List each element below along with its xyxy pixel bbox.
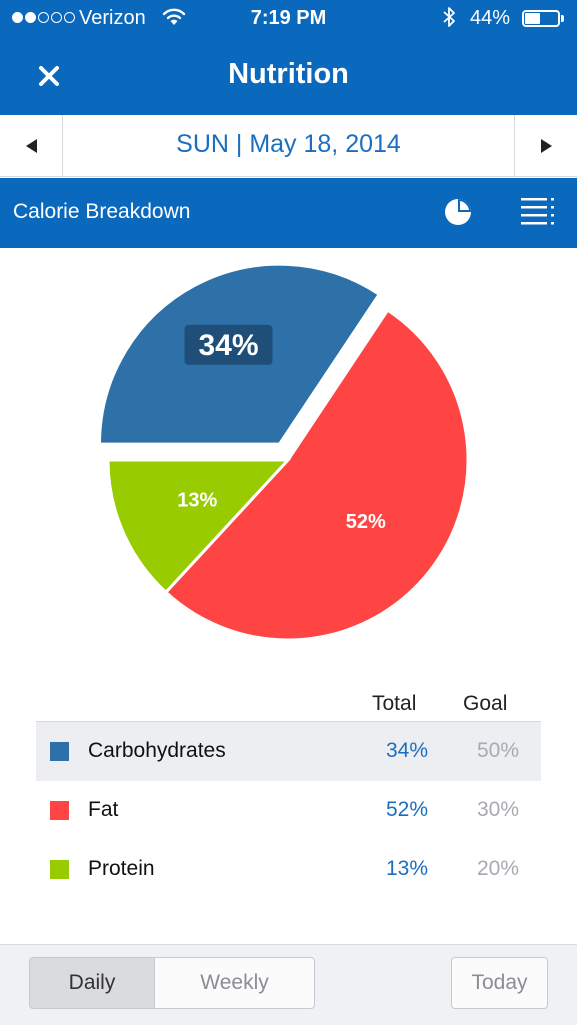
- pie-view-button[interactable]: [440, 194, 476, 230]
- table-row-carbohydrates[interactable]: Carbohydrates 34% 50%: [36, 722, 541, 781]
- pie-label-protein: 13%: [177, 490, 217, 512]
- section-title: Calorie Breakdown: [13, 200, 191, 223]
- table-row-protein[interactable]: Protein 13% 20%: [36, 840, 541, 899]
- column-header-goal: Goal: [463, 692, 508, 715]
- pie-label-fat: 52%: [346, 511, 386, 533]
- table-divider: [36, 721, 541, 722]
- daily-segment-button[interactable]: Daily: [29, 957, 155, 1009]
- list-icon: [521, 198, 554, 225]
- bluetooth-icon: [442, 5, 456, 35]
- battery-percent: 44%: [470, 7, 511, 29]
- row-goal: 30%: [477, 798, 520, 821]
- carbohydrates-swatch: [50, 742, 69, 761]
- pie-slice-protein[interactable]: [106, 458, 292, 595]
- pie-chart-icon: [445, 199, 471, 225]
- column-header-total: Total: [372, 692, 417, 715]
- row-label: Fat: [88, 798, 119, 821]
- current-date[interactable]: SUN | May 18, 2014: [176, 130, 401, 158]
- battery-icon: [522, 10, 560, 27]
- row-total: 13%: [386, 857, 429, 880]
- signal-strength-icon: [12, 12, 75, 23]
- row-goal: 20%: [477, 857, 520, 880]
- close-icon: [39, 66, 59, 86]
- page-title: Nutrition: [228, 58, 349, 90]
- pie-slice-fat[interactable]: [163, 308, 470, 642]
- previous-day-button[interactable]: [0, 115, 63, 176]
- weekly-segment-button[interactable]: Weekly: [154, 957, 315, 1009]
- top-bar: Verizon 7:19 PM 44% Nutrition: [0, 0, 577, 115]
- status-bar: Verizon 7:19 PM 44%: [0, 0, 577, 38]
- clock: 7:19 PM: [250, 7, 327, 29]
- row-label: Protein: [88, 857, 155, 880]
- table-row-fat[interactable]: Fat 52% 30%: [36, 781, 541, 840]
- row-label: Carbohydrates: [88, 739, 226, 762]
- close-button[interactable]: [28, 55, 70, 97]
- section-header: Calorie Breakdown: [0, 178, 577, 248]
- row-total: 34%: [386, 739, 429, 762]
- triangle-right-icon: [540, 138, 552, 153]
- row-total: 52%: [386, 798, 429, 821]
- row-goal: 50%: [477, 739, 520, 762]
- calorie-pie-chart: 34% 52% 13%: [97, 262, 470, 642]
- list-view-button[interactable]: [518, 194, 558, 230]
- date-navigator: SUN | May 18, 2014: [0, 115, 577, 177]
- protein-swatch: [50, 860, 69, 879]
- next-day-button[interactable]: [514, 115, 577, 176]
- fat-swatch: [50, 801, 69, 820]
- pie-label-badge: [184, 324, 273, 365]
- battery-tip: [561, 15, 564, 22]
- wifi-icon: [162, 7, 186, 33]
- today-button[interactable]: Today: [451, 957, 548, 1009]
- triangle-left-icon: [25, 138, 37, 153]
- pie-label-carbohydrates: 34%: [198, 329, 258, 362]
- carrier-name: Verizon: [79, 7, 146, 29]
